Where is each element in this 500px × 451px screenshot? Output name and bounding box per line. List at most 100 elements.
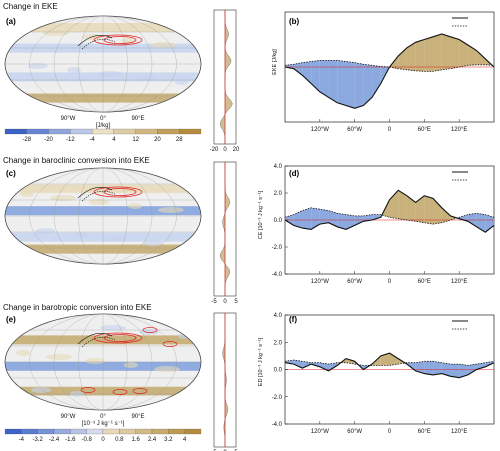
colorbar-tick: -28 bbox=[22, 137, 31, 143]
x-tick-label: 60°E bbox=[418, 279, 431, 285]
colorbar-tick: -4 bbox=[19, 437, 25, 443]
y-tick-label: -4.0 bbox=[272, 422, 283, 428]
colorbar-tick: -0.8 bbox=[81, 437, 92, 443]
fill-segment bbox=[433, 198, 442, 225]
map-unit-label: [10⁻³ J kg⁻¹ s⁻¹] bbox=[82, 421, 125, 427]
map-shading-patch bbox=[67, 67, 81, 73]
map-lon-tick: 90°W bbox=[61, 414, 76, 420]
map-shading-patch bbox=[50, 195, 76, 201]
strip-tick: 0 bbox=[223, 147, 227, 153]
map-shading-patch bbox=[16, 350, 30, 356]
map-shading-patch bbox=[85, 358, 105, 364]
black-contour bbox=[77, 35, 113, 47]
fill-segment bbox=[345, 214, 355, 230]
y-tick-label: -2.0 bbox=[272, 245, 283, 251]
red-contour bbox=[112, 389, 128, 395]
colorbar-swatch bbox=[135, 428, 153, 435]
fill-segment bbox=[433, 34, 442, 72]
colorbar-tick: 0.8 bbox=[115, 437, 124, 443]
colorbar-tick: -4 bbox=[89, 137, 95, 143]
red-contour bbox=[103, 334, 137, 342]
map-panel-e: (e) 90°W 0° 90°E [10⁻³ J kg⁻¹ s⁻¹] bbox=[4, 313, 202, 427]
map-shading-patch bbox=[35, 228, 55, 234]
fill-segment bbox=[328, 60, 338, 103]
series-line-nh bbox=[284, 189, 495, 233]
panel-label-d: (d) bbox=[289, 169, 300, 178]
fill-segment bbox=[424, 195, 434, 225]
x-tick-label: 60°W bbox=[347, 127, 362, 133]
fill-segment bbox=[328, 210, 338, 227]
fill-segment bbox=[354, 62, 364, 109]
fill-segment bbox=[311, 60, 320, 92]
map-shading-patch bbox=[124, 362, 138, 368]
fill-segment bbox=[459, 214, 468, 222]
fill-segment bbox=[476, 213, 486, 233]
colorbar-tick: 20 bbox=[154, 137, 161, 143]
x-tick-label: 120°W bbox=[311, 429, 329, 435]
colorbar-swatch bbox=[113, 128, 136, 135]
colorbar-eke: -28 -20 -12 -4 4 12 20 28 bbox=[4, 128, 202, 143]
black-contour-dashed bbox=[81, 336, 116, 348]
colorbar-tick: 2.4 bbox=[148, 437, 157, 443]
fill-segment bbox=[337, 213, 346, 230]
colorbar-swatch bbox=[4, 128, 27, 135]
x-tick-label: 60°W bbox=[347, 279, 362, 285]
colorbar-swatch bbox=[26, 128, 49, 135]
red-contour bbox=[80, 387, 96, 393]
series-line-sh bbox=[284, 60, 495, 72]
y-tick-label: 0.0 bbox=[274, 368, 283, 374]
map-panel-c: (c) bbox=[4, 167, 202, 265]
black-contour bbox=[77, 333, 113, 345]
fill-segment bbox=[337, 60, 346, 106]
y-tick-label: 2.0 bbox=[274, 340, 283, 346]
red-contour bbox=[93, 332, 143, 344]
fill-segment bbox=[406, 42, 416, 71]
map-panel-a: (a) 90°W 0° 90°E [J/kg] bbox=[4, 15, 202, 129]
colorbar-swatch bbox=[4, 428, 22, 435]
fill-segment bbox=[319, 60, 329, 98]
fill-segment bbox=[459, 364, 468, 378]
fill-segment bbox=[293, 210, 303, 229]
fill-segment bbox=[319, 209, 329, 225]
map-lon-tick: 90°E bbox=[131, 414, 144, 420]
fill-segment bbox=[363, 214, 373, 222]
red-contour bbox=[162, 341, 178, 347]
map-shading-patch bbox=[128, 203, 142, 209]
fill-segment bbox=[293, 359, 303, 369]
map-shading-patch bbox=[182, 244, 196, 250]
map-shading-patch bbox=[136, 75, 156, 81]
map-shading-patch bbox=[20, 191, 34, 197]
colorbar-tick: -20 bbox=[44, 137, 53, 143]
series-line-sh bbox=[284, 207, 495, 225]
fill-segment bbox=[424, 36, 434, 72]
fill-segment bbox=[354, 215, 364, 226]
colorbar-tick: 0 bbox=[101, 437, 105, 443]
map-shading-patch bbox=[154, 366, 180, 372]
x-tick-label: 60°E bbox=[418, 127, 431, 133]
map-shading-patch bbox=[43, 30, 69, 36]
colorbar-tick: 4 bbox=[112, 137, 116, 143]
strip-tick: 20 bbox=[233, 147, 240, 153]
colorbar-tick: -2.4 bbox=[49, 437, 60, 443]
black-contour bbox=[77, 187, 113, 199]
zonal-mean-strip-a: -20 0 20 bbox=[210, 9, 240, 153]
colorbar-swatch bbox=[86, 428, 104, 435]
x-tick-label: 120°E bbox=[451, 279, 467, 285]
x-tick-label: 120°W bbox=[311, 127, 329, 133]
strip-tick: 0 bbox=[223, 299, 227, 305]
colorbar-swatch bbox=[119, 428, 136, 435]
colorbar-tick: 12 bbox=[132, 137, 139, 143]
map-shading-patch bbox=[31, 387, 51, 393]
line-panel-d: CE [10⁻³ J kg⁻¹ s⁻¹] NH SH (d)120°W60°W0… bbox=[258, 164, 495, 285]
map-shading-patch bbox=[104, 236, 130, 242]
fill-segment bbox=[345, 61, 355, 109]
fill-segment bbox=[450, 36, 460, 69]
map-shading-patch bbox=[143, 240, 163, 246]
series-line-nh bbox=[284, 352, 495, 379]
fill-segment bbox=[380, 353, 390, 366]
map-shading-patch bbox=[151, 42, 177, 48]
colorbar-swatch bbox=[48, 128, 71, 135]
map-lon-tick: 0° bbox=[100, 414, 106, 420]
